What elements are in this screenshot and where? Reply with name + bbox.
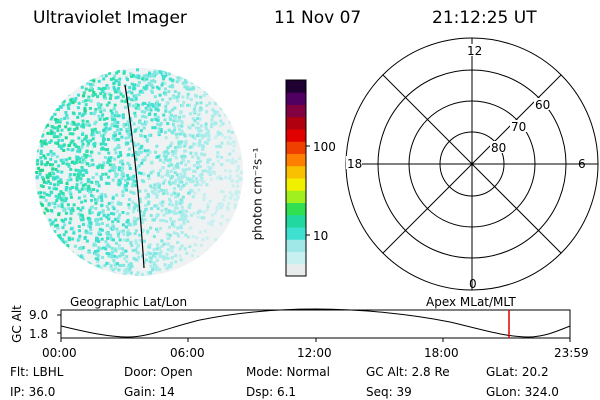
- timeline-y-tick-max: 9.0: [29, 308, 49, 322]
- gc-alt-status: GC Alt: 2.8 Re: [366, 365, 450, 379]
- door-status: Door: Open: [124, 365, 193, 379]
- color-bar-segment: [286, 116, 306, 130]
- timeline-x-tick-0000: 00:00: [42, 346, 77, 360]
- altitude-timeline: [57, 308, 571, 342]
- altitude-curve: [60, 308, 571, 338]
- color-bar: [286, 80, 306, 277]
- color-bar-segment: [286, 129, 306, 142]
- timeline-y-tick-min: 1.8: [29, 327, 49, 341]
- color-bar-segment: [286, 190, 306, 203]
- timeline-x-tick-0600: 06:00: [170, 346, 205, 360]
- polar-grid: [345, 37, 599, 291]
- glon-status: GLon: 324.0: [486, 385, 559, 399]
- glat-status: GLat: 20.2: [486, 365, 549, 379]
- lat-label-70: 70: [511, 120, 526, 134]
- color-bar-frame: [285, 79, 307, 277]
- color-bar-segment: [286, 165, 306, 179]
- terminator-line: [124, 84, 145, 269]
- colorbar-tick-100: 100: [313, 140, 336, 154]
- colorbar-tick-10: 10: [313, 229, 329, 243]
- mode-status: Mode: Normal: [246, 365, 330, 379]
- color-bar-segment: [286, 141, 306, 154]
- color-bar-segment: [286, 92, 306, 105]
- color-bar-segment: [286, 104, 306, 118]
- color-bar-segment: [286, 202, 306, 216]
- observation-time: 21:12:25 UT: [432, 8, 537, 28]
- mlt-label-midnight: 0: [469, 277, 477, 291]
- color-bar-segment: [286, 80, 306, 93]
- timeline-left-title: Geographic Lat/Lon: [70, 295, 188, 309]
- observation-date: 11 Nov 07: [274, 8, 362, 28]
- timeline-x-tick-1800: 18:00: [424, 346, 459, 360]
- color-bar-segment: [286, 239, 306, 252]
- color-bar-segment: [286, 178, 306, 191]
- colorbar-unit-label: photon cm⁻²s⁻¹: [250, 147, 265, 241]
- lat-label-60: 60: [535, 98, 550, 112]
- filter-status: Flt: LBHL: [10, 365, 64, 379]
- timeline-x-tick-2359: 23:59: [554, 346, 589, 360]
- color-bar-segment: [286, 214, 306, 228]
- seq-status: Seq: 39: [366, 385, 412, 399]
- lat-label-80: 80: [491, 141, 506, 155]
- mlt-label-noon: 12: [467, 44, 482, 58]
- timeline-right-title: Apex MLat/MLT: [426, 295, 516, 309]
- timeline-x-tick-1200: 12:00: [297, 346, 332, 360]
- timeline-y-label: GC Alt: [10, 305, 24, 343]
- gain-status: Gain: 14: [124, 385, 175, 399]
- uv-image-disc: [35, 68, 243, 276]
- mlt-label-dawn: 6: [578, 157, 586, 171]
- ip-status: IP: 36.0: [10, 385, 56, 399]
- dsp-status: Dsp: 6.1: [246, 385, 297, 399]
- mlt-label-dusk: 18: [347, 157, 362, 171]
- color-bar-segment: [286, 251, 306, 265]
- color-bar-segment: [286, 227, 306, 240]
- color-bar-segment: [286, 263, 306, 277]
- color-bar-segment: [286, 153, 306, 167]
- instrument-title: Ultraviolet Imager: [33, 8, 187, 28]
